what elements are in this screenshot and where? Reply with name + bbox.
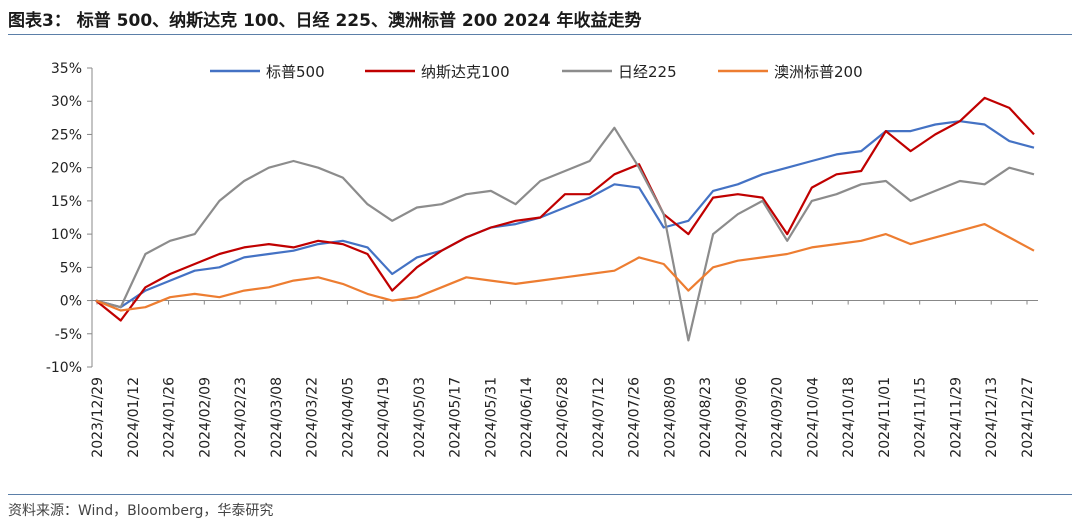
y-tick-label: 5% bbox=[60, 260, 82, 276]
y-axis: -10% -5% 0% 5% 10% 15% 20% 25% 30% 35% bbox=[46, 61, 93, 376]
legend-label-0: 标普500 bbox=[266, 63, 325, 81]
y-tick-label: 0% bbox=[60, 294, 82, 310]
x-tick-label: 2024/08/09 bbox=[662, 377, 678, 458]
x-tick-label: 2024/04/19 bbox=[376, 377, 392, 458]
x-tick-label: 2024/12/13 bbox=[984, 377, 1000, 458]
x-tick-label: 2024/10/18 bbox=[841, 377, 857, 458]
y-tick-label: -5% bbox=[55, 327, 82, 343]
y-tick-label: 20% bbox=[51, 161, 82, 177]
series-lines bbox=[95, 96, 1035, 342]
title-divider bbox=[8, 34, 1072, 35]
y-tick-label: 15% bbox=[51, 194, 82, 210]
series-line-0 bbox=[95, 120, 1035, 309]
x-tick-label: 2024/06/14 bbox=[519, 377, 535, 458]
x-tick-label: 2024/11/29 bbox=[948, 377, 964, 458]
legend-label-2: 日经225 bbox=[618, 63, 677, 81]
y-tick-label: 10% bbox=[51, 227, 82, 243]
series-line-2 bbox=[95, 126, 1035, 342]
source-note: 资料来源：Wind，Bloomberg，华泰研究 bbox=[8, 503, 274, 519]
x-tick-label: 2024/09/20 bbox=[770, 377, 786, 458]
x-tick-label: 2024/01/12 bbox=[126, 377, 142, 458]
y-tick-label: 25% bbox=[51, 127, 82, 143]
x-tick-label: 2024/03/22 bbox=[305, 377, 321, 458]
y-tick-label: -10% bbox=[46, 360, 82, 376]
legend-label-1: 纳斯达克100 bbox=[421, 63, 510, 81]
line-chart: -10% -5% 0% 5% 10% 15% 20% 25% 30% 35% 2023/12/29… bbox=[46, 61, 1038, 458]
x-tick-label: 2024/11/15 bbox=[913, 377, 929, 458]
x-tick-label: 2024/09/06 bbox=[734, 377, 750, 458]
x-tick-label: 2024/03/08 bbox=[269, 377, 285, 458]
source-divider bbox=[8, 494, 1072, 495]
x-tick-label: 2024/01/26 bbox=[162, 377, 178, 458]
x-tick-label: 2024/02/23 bbox=[233, 377, 249, 458]
x-tick-label: 2024/10/04 bbox=[805, 377, 821, 458]
chart-legend: 标普500 纳斯达克100 日经225 澳洲标普200 bbox=[210, 63, 863, 81]
x-tick-label: 2024/08/23 bbox=[698, 377, 714, 458]
y-tick-label: 35% bbox=[51, 61, 82, 77]
x-tick-label: 2024/05/17 bbox=[448, 377, 464, 458]
x-axis: 2023/12/29 2024/01/12 2024/01/26 2024/02/09… bbox=[90, 300, 1038, 458]
x-tick-label: 2024/07/26 bbox=[627, 377, 643, 458]
y-tick-label: 30% bbox=[51, 94, 82, 110]
x-tick-label: 2024/12/27 bbox=[1020, 377, 1036, 458]
x-tick-label: 2024/02/09 bbox=[197, 377, 213, 458]
x-tick-label: 2024/04/05 bbox=[340, 377, 356, 458]
x-tick-label: 2024/06/28 bbox=[555, 377, 571, 458]
x-tick-label: 2024/05/03 bbox=[412, 377, 428, 458]
x-tick-label: 2024/05/31 bbox=[483, 377, 499, 458]
page-title: 图表3： 标普 500、纳斯达克 100、日经 225、澳洲标普 200 202… bbox=[8, 11, 642, 31]
x-tick-label: 2024/07/12 bbox=[591, 377, 607, 458]
x-tick-label: 2023/12/29 bbox=[90, 377, 106, 458]
series-line-3 bbox=[95, 223, 1035, 312]
series-line-1 bbox=[95, 96, 1035, 322]
legend-label-3: 澳洲标普200 bbox=[774, 63, 863, 81]
x-tick-label: 2024/11/01 bbox=[877, 377, 893, 458]
